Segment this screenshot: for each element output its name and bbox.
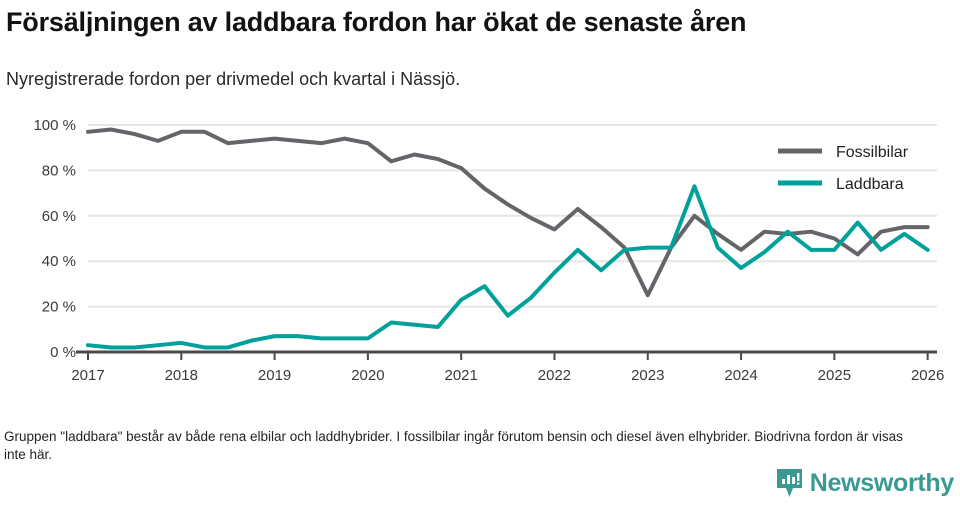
line-chart-svg: 0 % 20 % 40 % 60 % 80 % 100 % 2017 2018 2019 202… (33, 117, 944, 380)
y-tick-label: 60 % (42, 208, 76, 225)
series-line-fossilbilar (86, 127, 930, 298)
x-axis-group (76, 350, 937, 360)
chart-plot-area: 0 % 20 % 40 % 60 % 80 % 100 % 2017 2018 2019 202… (0, 105, 960, 380)
y-tick-label: 80 % (42, 162, 76, 179)
y-tick-label: 40 % (42, 253, 76, 270)
newsworthy-logo: Newsworthy (776, 468, 954, 498)
chart-legend: Fossilbilar Laddbara (778, 144, 909, 193)
legend-label-fossilbilar: Fossilbilar (836, 144, 909, 161)
newsworthy-pin-bars-icon (776, 469, 802, 497)
x-tick-label: 2020 (351, 367, 384, 380)
newsworthy-logo-text: Newsworthy (809, 468, 955, 497)
x-tick-label: 2024 (724, 367, 757, 380)
x-tick-label: 2021 (444, 367, 477, 380)
x-tick-label: 2022 (538, 367, 571, 380)
x-tick-label: 2018 (165, 367, 198, 380)
x-tick-label: 2023 (631, 367, 664, 380)
x-tick-label: 2026 (911, 367, 944, 380)
page-title: Försäljningen av laddbara fordon har öka… (6, 7, 747, 37)
y-axis-tick-labels: 0 % 20 % 40 % 60 % 80 % 100 % (33, 117, 76, 361)
series-lines-group (86, 127, 930, 350)
x-tick-label: 2017 (71, 367, 104, 380)
y-tick-label: 20 % (42, 299, 76, 316)
x-axis-tick-labels: 2017 2018 2019 2020 2021 2022 2023 2024 2025 2026 (71, 367, 944, 380)
x-tick-label: 2025 (818, 367, 851, 380)
gridlines-group (88, 124, 937, 308)
series-line-laddbara (86, 184, 930, 350)
y-tick-label: 0 % (50, 344, 76, 361)
y-tick-label: 100 % (33, 117, 76, 134)
chart-footnote: Gruppen "laddbara" består av både rena e… (4, 429, 903, 462)
x-tick-label: 2019 (258, 367, 291, 380)
legend-label-laddbara: Laddbara (836, 176, 904, 193)
page-subtitle: Nyregistrerade fordon per drivmedel och … (6, 69, 461, 89)
